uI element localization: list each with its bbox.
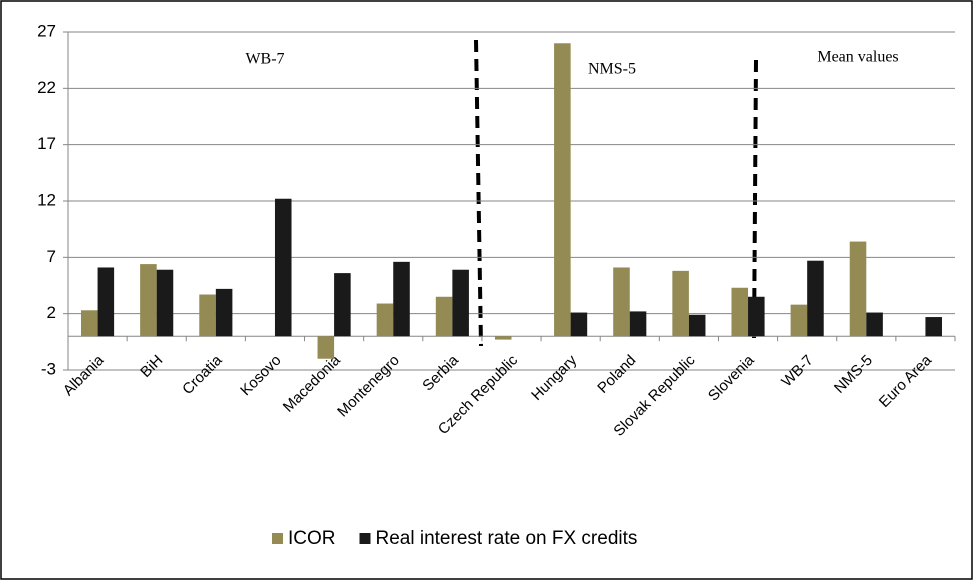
bar [156, 269, 174, 337]
bar [629, 311, 647, 337]
bar [452, 269, 469, 337]
annotation: WB-7 [245, 51, 284, 68]
bar [866, 312, 883, 337]
bar [731, 287, 749, 337]
bar [215, 288, 233, 337]
y-tick-label: 27 [37, 21, 56, 40]
legend-swatch [272, 533, 283, 544]
y-tick-label: 22 [37, 78, 56, 97]
bar [317, 336, 335, 359]
bar [334, 273, 351, 337]
bar [688, 314, 706, 337]
bar [494, 336, 512, 340]
bar [748, 296, 765, 337]
y-tick-label: 17 [37, 134, 56, 153]
y-tick-label: 2 [47, 303, 56, 322]
bar [97, 267, 115, 337]
bar [613, 267, 630, 337]
legend-label: Real interest rate on FX credits [376, 528, 638, 549]
bar [435, 296, 453, 337]
bar [274, 198, 292, 337]
bar [140, 264, 157, 337]
bar [570, 312, 588, 337]
bar [925, 317, 942, 337]
legend-swatch [359, 533, 371, 544]
bar [790, 304, 808, 337]
bar [199, 294, 216, 337]
legend-label: ICOR [288, 528, 336, 549]
bar [672, 270, 689, 337]
y-tick-label: 12 [37, 190, 56, 209]
bar [376, 303, 394, 337]
bar [554, 43, 571, 337]
annotation: Mean values [817, 49, 898, 66]
bar [81, 310, 98, 337]
y-tick-label: 7 [47, 247, 56, 266]
annotation: NMS-5 [588, 61, 636, 78]
bar [849, 241, 867, 337]
divider [474, 39, 483, 347]
bar [393, 261, 410, 337]
bar [807, 260, 824, 337]
y-tick-label: -3 [41, 359, 56, 378]
